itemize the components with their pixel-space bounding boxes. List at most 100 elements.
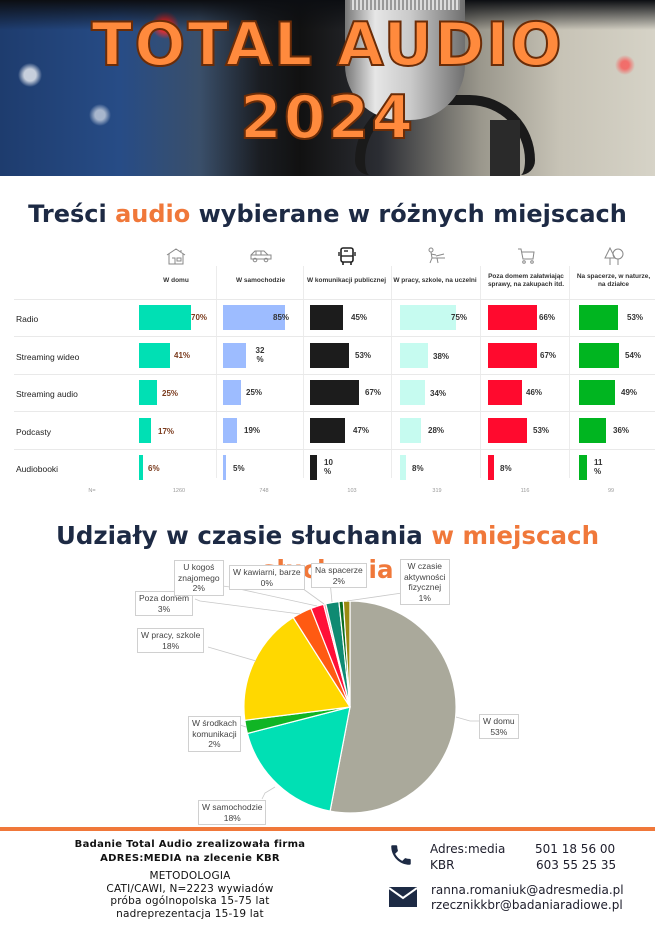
column-label: W komunikacji publicznej (306, 277, 387, 284)
row-label-streaming-video: Streaming wideo (16, 352, 80, 362)
label-name: znajomego (178, 572, 220, 583)
column-label: W samochodzie (235, 277, 286, 284)
label-value: 0% (260, 577, 273, 588)
title-text: Udziały w czasie słuchania (55, 521, 432, 550)
value-label: 25% (162, 389, 179, 398)
bar-nature-audiobooks (579, 455, 587, 480)
n-value: 116 (520, 488, 530, 494)
methodology-line: nadreprezentacja 15-19 lat (116, 907, 264, 920)
value-label: 36% (613, 426, 630, 435)
house-icon (166, 248, 186, 265)
label-value: 18% (162, 640, 180, 651)
column-divider (569, 266, 570, 478)
label-name: W środkach (192, 718, 237, 728)
bar-car-streaming-audio (223, 380, 241, 405)
microphone-stand-image (490, 120, 520, 176)
label-name: U kogoś (183, 562, 215, 572)
value-label: 32 % (255, 346, 265, 364)
n-value: 99 (607, 488, 615, 494)
phone-contact-name: KBR (430, 858, 455, 872)
row-label-streaming-audio: Streaming audio (16, 389, 78, 399)
value-label: 11 % (594, 458, 603, 476)
bar-nature-radio (579, 305, 618, 330)
label-name: W pracy, szkole (141, 630, 201, 640)
row-divider (14, 411, 655, 412)
title-text: Treści (28, 200, 116, 228)
microphone-image (345, 0, 465, 120)
bus-icon (337, 247, 356, 265)
label-name: W samochodzie (202, 802, 263, 812)
value-label: 53% (627, 313, 644, 322)
label-name: aktywności (404, 571, 446, 582)
bar-home-streaming-audio (139, 380, 157, 405)
column-header-public-transport: W komunikacji publicznej (304, 244, 389, 300)
n-value: 319 (432, 488, 442, 494)
bar-car-podcasts (223, 418, 237, 443)
hero-title: TOTAL AUDIO (90, 10, 564, 80)
phone-number[interactable]: 501 18 56 00 (535, 842, 616, 856)
desk-worker-icon (428, 247, 445, 264)
column-header-work: W pracy, szkole, na uczelni (391, 244, 479, 300)
bar-home-streaming-video (139, 343, 170, 368)
pie-label-w-srodkach: W środkach komunikacji 2% (188, 716, 241, 752)
value-label: 34% (430, 389, 447, 398)
bar-nature-streaming-audio (579, 380, 615, 405)
bar-nature-podcasts (579, 418, 606, 443)
column-header-nature: Na spacerze, w naturze, na działce (572, 244, 655, 300)
row-divider (14, 449, 655, 450)
value-label: 53% (355, 351, 372, 360)
hero-shade (0, 0, 655, 30)
row-label-radio: Radio (16, 314, 39, 324)
column-header-errands: Poza domem załatwiając sprawy, na zakupa… (481, 244, 571, 300)
pie-label-w-pracy: W pracy, szkole 18% (137, 628, 205, 653)
pie-label-w-kawiarni: W kawiarni, barze 0% (229, 565, 305, 590)
study-credits: Badanie Total Audio zrealizowała firma A… (40, 838, 340, 920)
value-label: 46% (526, 388, 543, 397)
bar-transport-audiobooks (310, 455, 317, 480)
value-label: 25% (246, 388, 263, 397)
value-label: 49% (621, 388, 638, 397)
shopping-cart-icon (518, 248, 535, 264)
bar-work-podcasts (400, 418, 421, 443)
footer-divider (0, 827, 655, 831)
pie-slice-w-samochodzie (246, 706, 351, 812)
value-label: 66% (539, 313, 556, 322)
phone-icon (391, 845, 411, 865)
bar-errands-podcasts (488, 418, 527, 443)
pie-label-na-spacerze: Na spacerze 2% (311, 563, 367, 588)
value-label: 45% (351, 313, 368, 322)
value-label: 70% (191, 313, 208, 322)
label-name: komunikacji (192, 728, 237, 739)
label-value: 2% (332, 575, 345, 586)
methodology-line: próba ogólnopolska 15-75 lat (110, 895, 270, 907)
n-value: 748 (259, 488, 269, 494)
column-divider (216, 266, 217, 478)
row-divider (14, 374, 655, 375)
value-label: 17% (158, 427, 175, 436)
row-label-audiobooks: Audiobooki (16, 464, 59, 474)
label-value: 1% (418, 592, 431, 603)
row-label-podcasts: Podcasty (16, 427, 51, 437)
value-label: 75% (451, 313, 468, 322)
section-title-content: Treści audio wybierane w różnych miejsca… (0, 198, 655, 230)
column-divider (391, 266, 392, 478)
value-label: 5% (233, 464, 245, 473)
pie-slice-w-domu (329, 600, 457, 814)
title-accent: audio (115, 200, 191, 228)
value-label: 28% (428, 426, 445, 435)
bar-transport-podcasts (310, 418, 345, 443)
bar-errands-streaming-audio (488, 380, 522, 405)
label-value: 18% (223, 812, 241, 823)
bar-work-streaming-audio (400, 380, 425, 405)
value-label: 41% (174, 351, 191, 360)
pie-slice-aktywnosc (342, 600, 351, 708)
value-label: 19% (244, 426, 261, 435)
phone-contact-name: Adres:media (430, 842, 506, 856)
bar-home-radio (139, 305, 191, 330)
label-name: W czasie (407, 561, 443, 571)
email-link[interactable]: ranna.romaniuk@adresmedia.pl (431, 883, 624, 897)
email-link[interactable]: rzecznikkbr@badaniaradiowe.pl (431, 898, 623, 912)
label-value: 2% (208, 739, 221, 749)
phone-number[interactable]: 603 55 25 35 (536, 858, 617, 872)
label-name: Na spacerze (315, 565, 363, 575)
